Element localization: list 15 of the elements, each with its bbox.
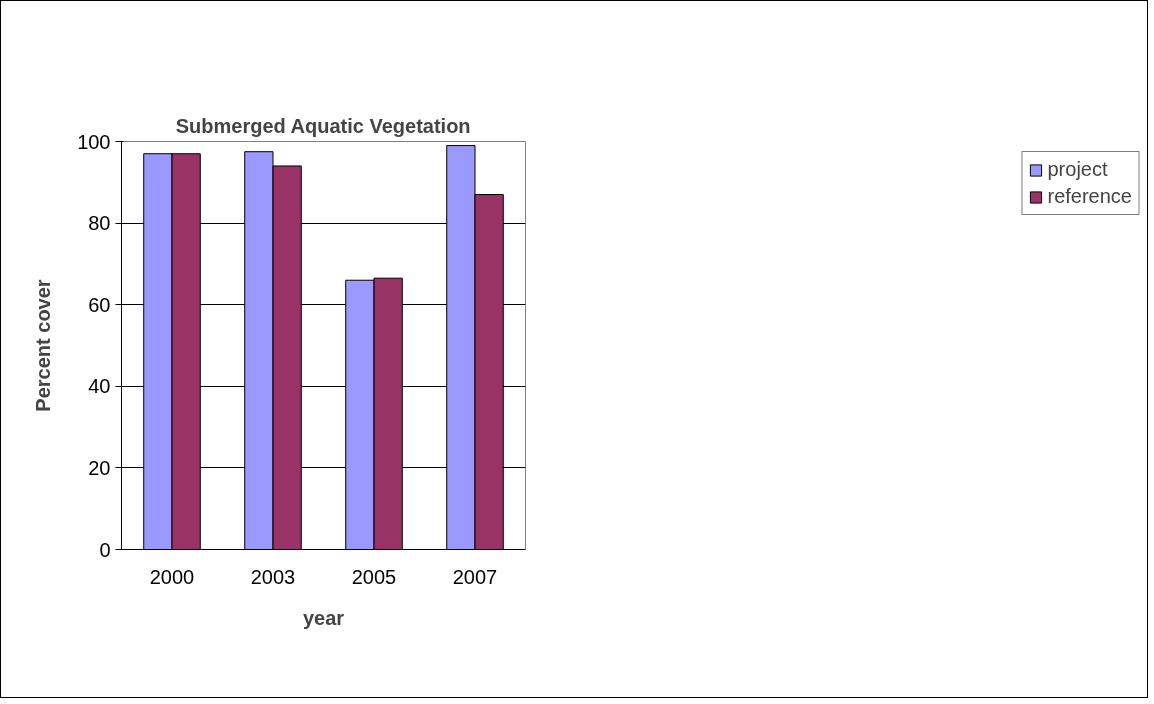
- x-tick-label: 2003: [250, 565, 296, 588]
- y-tick-label: 40: [88, 375, 111, 398]
- y-tick-label: 80: [88, 212, 111, 235]
- y-tick-label: 100: [77, 130, 111, 153]
- y-tick-label: 0: [99, 538, 111, 561]
- y-tick-label: 20: [88, 456, 111, 479]
- legend-label: reference: [1047, 185, 1132, 208]
- y-axis-title: Percent cover: [32, 279, 55, 412]
- x-tick-label: 2005: [351, 565, 397, 588]
- x-axis-title: year: [302, 606, 345, 629]
- y-tick-label: 60: [88, 293, 111, 316]
- x-tick-label: 2000: [149, 565, 195, 588]
- x-tick-label: 2007: [452, 565, 498, 588]
- legend-label: project: [1047, 158, 1108, 181]
- chart-title: Submerged Aquatic Vegetation: [175, 114, 471, 137]
